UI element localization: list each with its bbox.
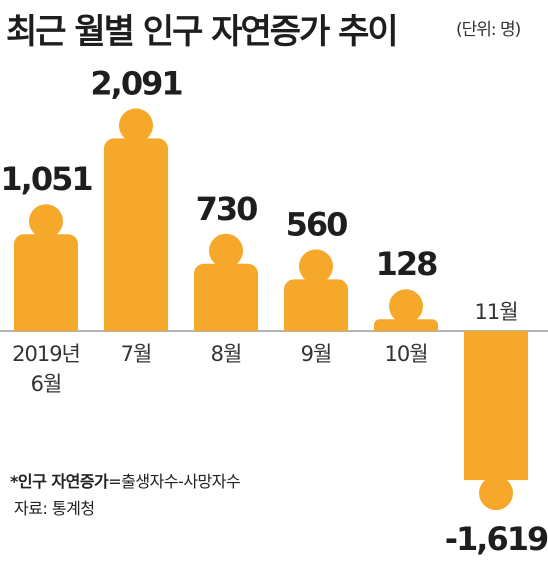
data-label: 560 <box>286 205 348 243</box>
source-note: 자료: 통계청 <box>14 499 95 518</box>
bar-body <box>14 244 78 331</box>
bar-head <box>389 289 423 324</box>
unit-label: (단위: 명) <box>456 20 521 40</box>
data-label: 1,051 <box>0 160 92 198</box>
category-label: 9월 <box>301 342 332 366</box>
bar-body <box>104 148 168 331</box>
data-label: -1,619 <box>445 520 548 558</box>
footnote: *인구 자연증가=출생자수-사망자수 <box>10 468 241 492</box>
category-label: 7월 <box>121 342 152 366</box>
bar-head <box>119 108 153 143</box>
bar-head <box>209 233 243 268</box>
category-label: 10월 <box>384 342 427 366</box>
category-label: 2019년 <box>12 342 80 366</box>
category-label: 8월 <box>211 342 242 366</box>
bar-head <box>299 249 333 284</box>
data-label: 2,091 <box>90 64 182 102</box>
chart-title: 최근 월별 인구 자연증가 추이 <box>6 12 399 52</box>
bar-head <box>479 476 513 511</box>
bar <box>464 331 528 481</box>
category-label: 6월 <box>31 372 62 396</box>
bar-head <box>29 204 63 239</box>
data-label: 730 <box>196 190 258 228</box>
category-label: 11월 <box>474 300 517 324</box>
data-label: 128 <box>376 245 438 283</box>
bar-body <box>284 289 348 331</box>
bar-body <box>374 325 438 331</box>
footnote-term: *인구 자연증가 <box>10 472 109 491</box>
footnote-definition: =출생자수-사망자수 <box>108 472 241 491</box>
bar-body <box>194 273 258 331</box>
